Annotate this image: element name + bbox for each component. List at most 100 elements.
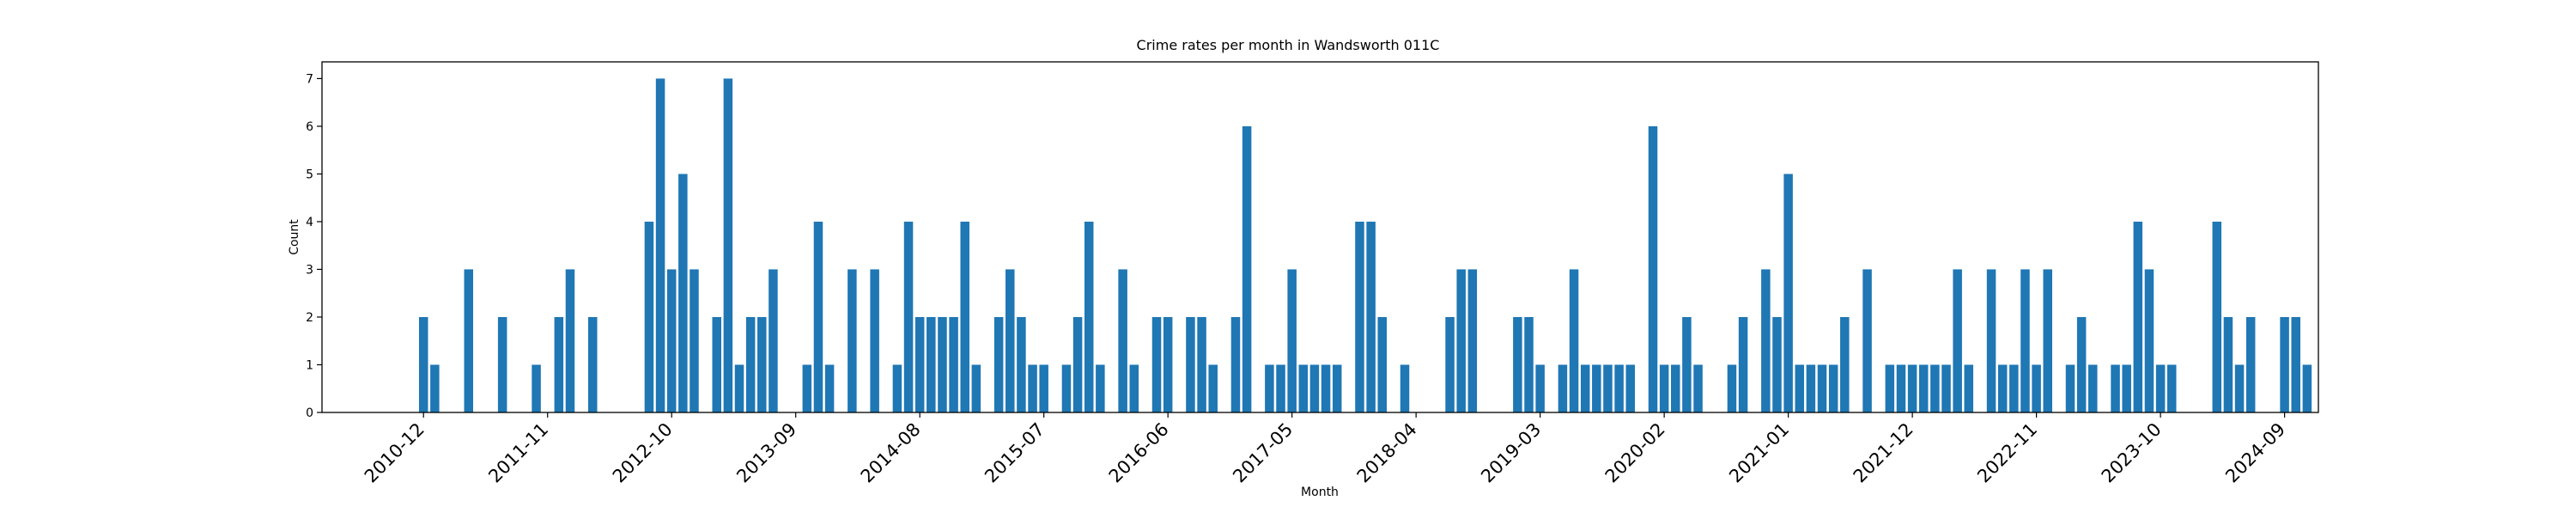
bar [1524,316,1534,412]
bar [1569,269,1579,412]
bar [723,78,733,412]
bar [1761,269,1771,412]
bar [927,316,936,412]
bar [1941,364,1951,412]
y-tick-label: 0 [306,406,313,420]
bar [914,316,925,412]
bar [1230,316,1241,412]
bar [1614,364,1624,412]
bar [1671,364,1680,412]
bar [2009,364,2019,412]
bar [655,78,665,412]
bar [2280,316,2289,412]
bar [2155,364,2166,412]
bar [1693,364,1703,412]
bar [993,316,1004,412]
bar [960,221,969,412]
bar [644,221,654,412]
bar [2234,364,2245,412]
bar [2144,269,2154,412]
bar [1265,364,1274,412]
bar [712,316,721,412]
bar [757,316,767,412]
bar [1276,364,1285,412]
bar [1445,316,1455,412]
bar [1072,316,1083,412]
bar [745,316,756,412]
bar [2122,364,2131,412]
x-axis-label: Month [1301,485,1339,499]
bar [2133,221,2143,412]
bar [1129,364,1139,412]
bar [1738,316,1748,412]
bar [690,269,699,412]
bar [892,364,902,412]
bar [2076,316,2087,412]
bar [1513,316,1522,412]
y-tick-label: 3 [306,263,313,277]
bar [848,269,857,412]
bar [813,221,823,412]
bars [418,78,2312,412]
bar [1603,364,1613,412]
bar [802,364,812,412]
bar [1535,364,1545,412]
y-tick-label: 1 [306,358,313,372]
bar [1885,364,1895,412]
bar [1817,364,1827,412]
bar [1017,316,1026,412]
bar [1558,364,1568,412]
bar [734,364,744,412]
y-tick-label: 6 [306,120,313,134]
bar [1930,364,1940,412]
bar [1084,221,1094,412]
bar [430,364,440,412]
bar [2166,364,2177,412]
bar [2212,221,2222,412]
bar [949,316,958,412]
bar [2032,364,2041,412]
chart-title: Crime rates per month in Wandsworth 011C [1137,37,1440,53]
bar [903,221,914,412]
bar [678,174,688,412]
bar [2223,316,2233,412]
bar [1163,316,1173,412]
bar [1151,316,1162,412]
bar [1592,364,1601,412]
bar [769,269,778,412]
bar [1186,316,1195,412]
y-tick-label: 5 [306,168,313,181]
bar [2245,316,2256,412]
bar [1828,364,1838,412]
bar [1208,364,1218,412]
bar [2088,364,2098,412]
bar [418,316,428,412]
bar [532,364,541,412]
bar [2291,316,2300,412]
bar [1953,269,1962,412]
bar [1772,316,1782,412]
bar [2043,269,2052,412]
bar [1061,364,1072,412]
bar [1795,364,1805,412]
bar [1287,269,1297,412]
bar [870,269,879,412]
bar [2111,364,2120,412]
bar [1028,364,1037,412]
y-axis-label: Count [288,219,301,255]
bar [464,269,474,412]
bar [1625,364,1635,412]
y-tick-label: 4 [306,216,313,229]
bar [1964,364,1974,412]
bar [1298,364,1309,412]
y-tick-label: 7 [306,72,313,86]
bar [1986,269,1996,412]
bar [1648,125,1658,412]
bar [554,316,564,412]
bar [1727,364,1737,412]
bar [588,316,598,412]
y-axis: 0 1 2 3 4 5 6 7 [306,72,322,420]
y-tick-label: 2 [306,311,313,325]
